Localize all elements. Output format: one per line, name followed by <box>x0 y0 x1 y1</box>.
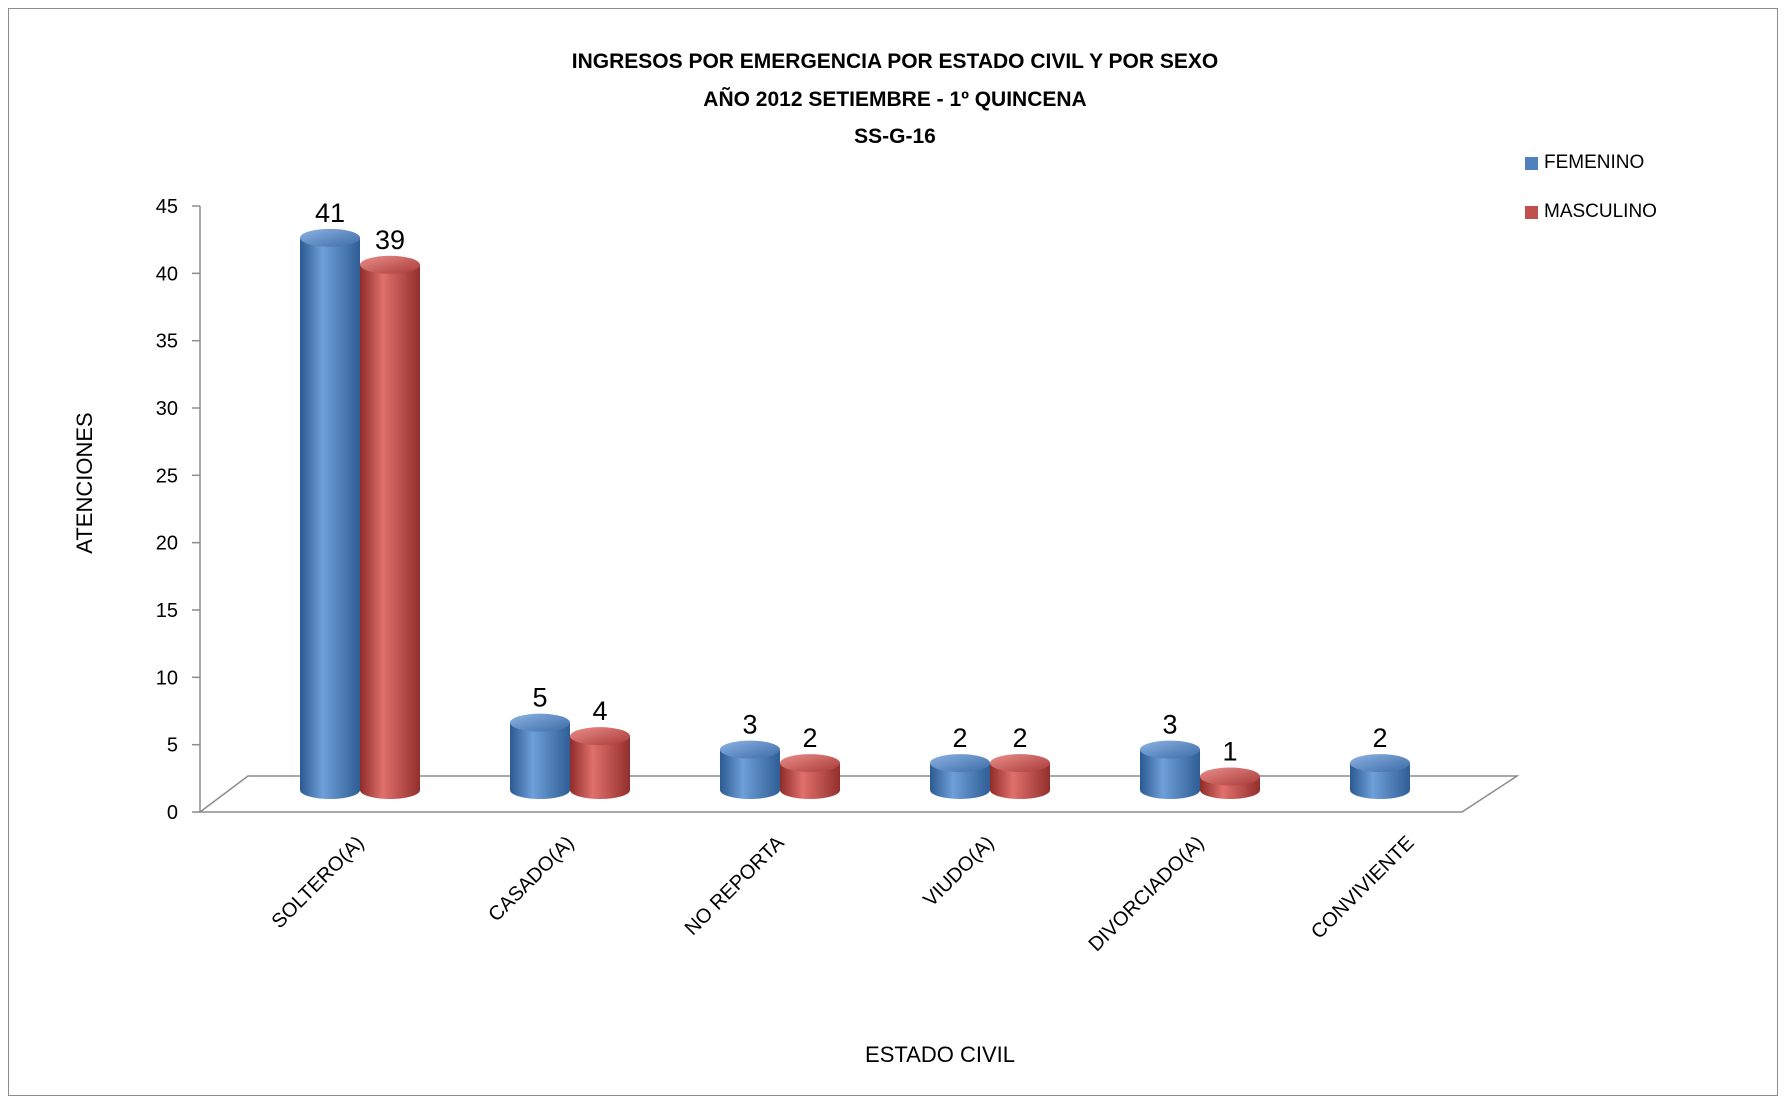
x-tick-label: CONVIVIENTE <box>1307 832 1418 943</box>
bar-top-masculino-1 <box>570 727 630 746</box>
y-tick-label: 25 <box>156 465 178 487</box>
x-tick-label: NO REPORTA <box>681 832 789 940</box>
y-tick-label: 5 <box>167 735 178 757</box>
bar-masculino-3 <box>990 763 1050 799</box>
y-tick-label: 30 <box>156 398 178 420</box>
bar-top-femenino-0 <box>300 228 360 247</box>
y-tick-label: 10 <box>156 667 178 689</box>
data-label-femenino-2: 3 <box>742 710 757 740</box>
bar-femenino-0 <box>300 237 360 799</box>
y-tick-label: 15 <box>156 600 178 622</box>
data-label-femenino-0: 41 <box>315 198 345 228</box>
chart-title-line-2: AÑO 2012 SETIEMBRE - 1º QUINCENA <box>703 88 1087 111</box>
y-tick-label: 35 <box>156 331 178 353</box>
bar-femenino-1 <box>510 722 570 799</box>
bar-femenino-5 <box>1350 763 1410 799</box>
bar-top-femenino-3 <box>930 754 990 773</box>
bar-masculino-2 <box>780 763 840 799</box>
legend-label-masculino: MASCULINO <box>1544 201 1657 222</box>
data-label-femenino-4: 3 <box>1162 710 1177 740</box>
data-label-femenino-1: 5 <box>532 683 547 713</box>
y-tick-label: 20 <box>156 533 178 555</box>
bar-masculino-0 <box>360 264 420 799</box>
y-tick-label: 45 <box>156 196 178 218</box>
bar-masculino-1 <box>570 736 630 799</box>
bar-top-masculino-3 <box>990 754 1050 773</box>
data-label-masculino-0: 39 <box>375 225 405 255</box>
bar-top-masculino-2 <box>780 754 840 773</box>
legend-item-femenino: FEMENINO <box>1525 152 1644 174</box>
chart-title-line-3: SS-G-16 <box>854 125 936 148</box>
x-tick-label: CASADO(A) <box>484 832 578 926</box>
data-label-masculino-3: 2 <box>1012 723 1027 753</box>
x-tick-label: SOLTERO(A) <box>268 832 369 933</box>
bar-femenino-2 <box>720 749 780 799</box>
data-label-masculino-4: 1 <box>1222 737 1237 767</box>
bar-top-femenino-2 <box>720 740 780 759</box>
data-label-femenino-3: 2 <box>952 723 967 753</box>
data-label-femenino-5: 2 <box>1372 723 1387 753</box>
x-tick-label: DIVORCIADO(A) <box>1085 832 1209 956</box>
legend-swatch-femenino <box>1525 156 1538 170</box>
data-label-masculino-1: 4 <box>592 696 607 726</box>
bar-top-masculino-0 <box>360 255 420 274</box>
x-axis-title: ESTADO CIVIL <box>865 1042 1015 1067</box>
bar-top-femenino-1 <box>510 713 570 732</box>
bar-femenino-4 <box>1140 749 1200 799</box>
bar-top-femenino-5 <box>1350 754 1410 773</box>
bar-top-femenino-4 <box>1140 740 1200 759</box>
y-tick-label: 0 <box>167 802 178 824</box>
legend-swatch-masculino <box>1525 205 1538 219</box>
chart-title-line-1: INGRESOS POR EMERGENCIA POR ESTADO CIVIL… <box>571 50 1219 73</box>
legend-label-femenino: FEMENINO <box>1544 152 1645 173</box>
y-tick-label: 40 <box>156 263 178 285</box>
x-tick-label: VIUDO(A) <box>919 832 998 911</box>
data-label-masculino-2: 2 <box>802 723 817 753</box>
bar-top-masculino-4 <box>1200 767 1260 786</box>
bar-femenino-3 <box>930 763 990 799</box>
legend-item-masculino: MASCULINO <box>1525 201 1657 223</box>
